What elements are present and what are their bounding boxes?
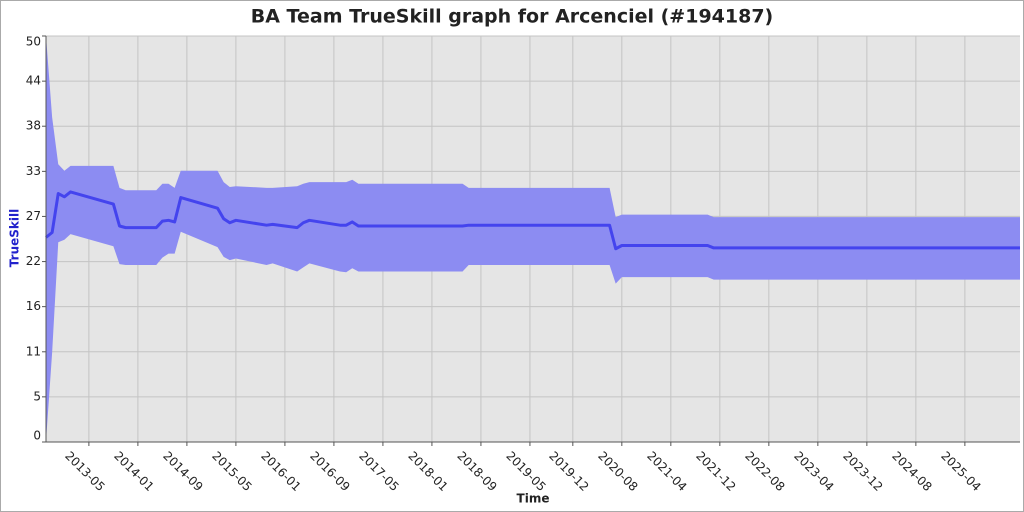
y-tick-label: 27 xyxy=(26,209,41,223)
y-tick-label: 16 xyxy=(26,299,41,313)
trueskill-line xyxy=(45,190,1020,251)
y-tick-label: 50 xyxy=(26,35,41,49)
uncertainty-band xyxy=(46,36,1020,442)
y-tick-label: 38 xyxy=(26,119,41,133)
x-axis-title: Time xyxy=(517,492,550,506)
y-tick-label: 33 xyxy=(26,164,41,178)
y-tick-label: 5 xyxy=(33,389,41,403)
y-tick-label: 0 xyxy=(33,429,41,443)
chart-title: BA Team TrueSkill graph for Arcenciel (#… xyxy=(251,6,773,28)
y-axis-title: TrueSkill xyxy=(8,209,22,267)
y-tick-label: 44 xyxy=(26,74,41,88)
y-tick-label: 11 xyxy=(26,344,41,358)
y-tick-label: 22 xyxy=(26,254,41,268)
